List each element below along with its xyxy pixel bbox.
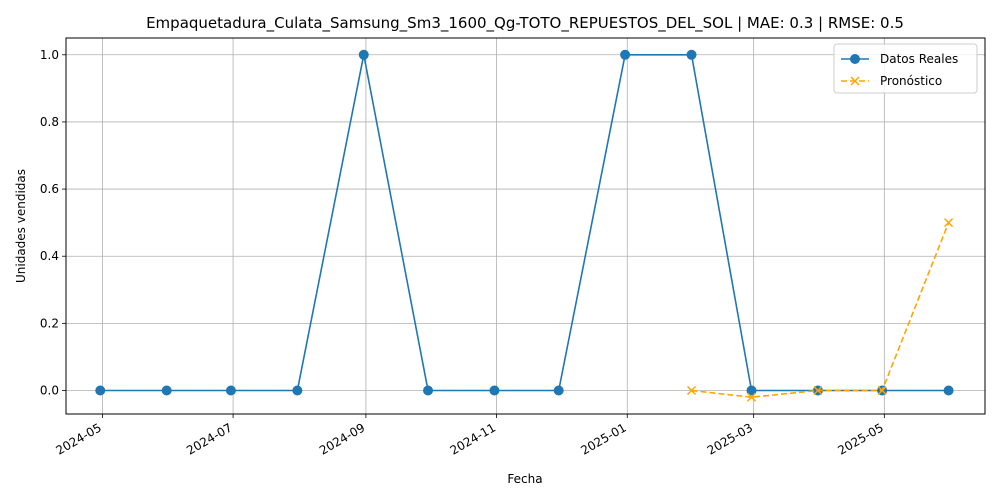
y-tick-label: 0.8	[40, 115, 59, 129]
series-line-actual	[100, 53, 949, 392]
data-point-actual	[161, 385, 172, 396]
data-point-actual	[423, 385, 434, 396]
y-tick-label: 0.2	[40, 316, 59, 330]
data-point-forecast	[686, 385, 697, 396]
data-point-actual	[95, 385, 106, 396]
data-point-forecast	[944, 218, 954, 228]
data-point-forecast	[877, 385, 887, 396]
y-tick-label: 0.0	[40, 384, 59, 398]
data-point-actual	[553, 385, 564, 396]
series-forecast	[686, 218, 954, 402]
x-axis-label: Fecha	[507, 472, 542, 486]
data-point-actual	[358, 49, 369, 60]
data-point-actual	[489, 385, 500, 396]
y-tick-label: 0.4	[40, 249, 59, 263]
chart-title: Empaquetadura_Culata_Samsung_Sm3_1600_Qg…	[146, 14, 904, 33]
data-point-actual	[620, 49, 631, 60]
data-point-actual	[686, 49, 697, 60]
data-point-actual	[225, 385, 236, 396]
legend-label-actual: Datos Reales	[880, 52, 958, 66]
y-tick-label: 0.6	[40, 182, 59, 196]
plot-area-frame	[65, 37, 986, 415]
legend: Datos Reales Pronóstico	[833, 43, 978, 94]
y-axis-label: Unidades vendidas	[14, 169, 28, 283]
series-actual	[95, 49, 954, 396]
legend-marker-forecast	[850, 76, 860, 86]
data-point-forecast	[813, 385, 823, 396]
data-point-forecast	[746, 392, 757, 402]
data-point-actual	[943, 385, 954, 396]
legend-label-forecast: Pronóstico	[880, 74, 942, 88]
y-tick-label: 1.0	[40, 48, 59, 62]
series-layer	[95, 49, 954, 402]
legend-box	[833, 43, 978, 94]
y-axis-ticks: 0.0 0.2 0.4 0.6 0.8 1.0	[40, 48, 66, 398]
data-point-actual	[292, 385, 303, 396]
legend-marker-actual	[850, 54, 860, 64]
data-point-actual	[746, 385, 757, 396]
